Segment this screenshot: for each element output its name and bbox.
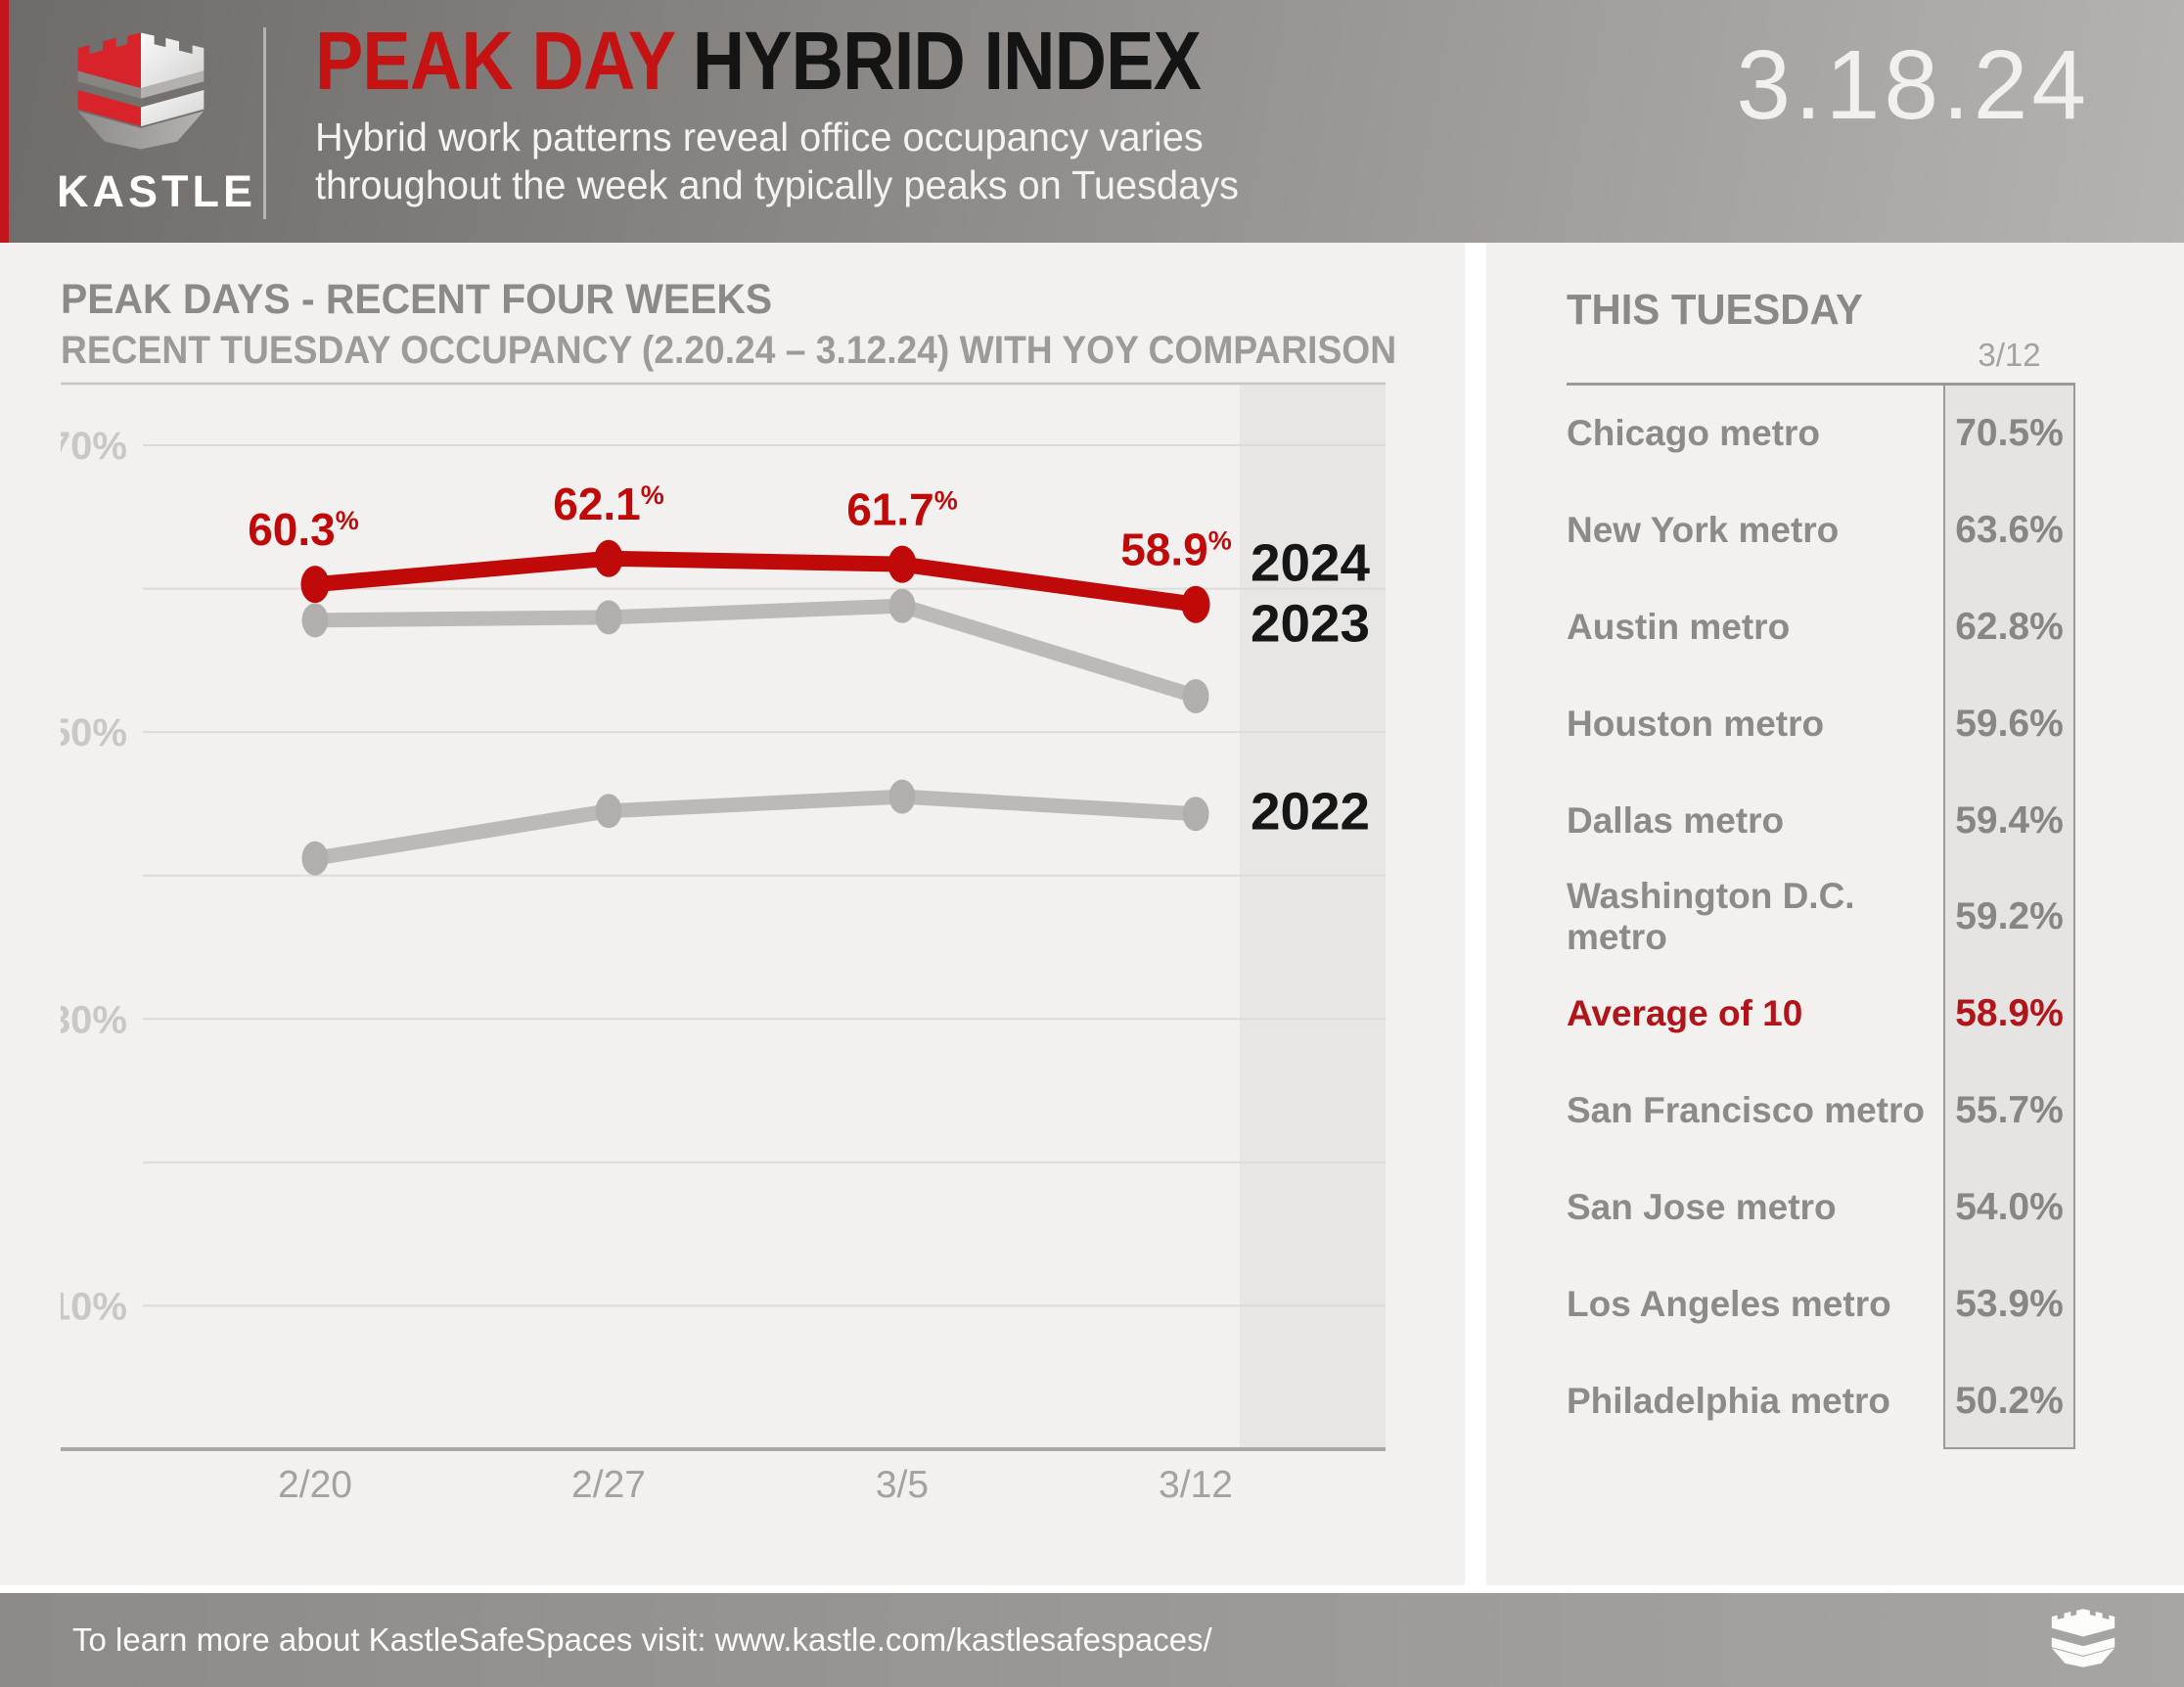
metro-label: New York metro (1567, 510, 1840, 551)
metro-value: 63.6% (1955, 509, 2064, 552)
metro-label: San Jose metro (1567, 1186, 1837, 1227)
metro-label: Austin metro (1567, 607, 1791, 648)
content-area: PEAK DAYS - RECENT FOUR WEEKS RECENT TUE… (0, 243, 2184, 1585)
table-row: Los Angeles metro 53.9% (1567, 1255, 2075, 1352)
table-row: San Jose metro 54.0% (1567, 1160, 2075, 1256)
metro-value: 53.9% (1955, 1282, 2064, 1325)
metro-value: 55.7% (1955, 1089, 2064, 1132)
svg-text:58.9%: 58.9% (1120, 524, 1232, 575)
header-red-edge (0, 0, 9, 243)
metro-value: 58.9% (1955, 992, 2064, 1035)
value-column-background (1943, 386, 2075, 1449)
metro-label: Philadelphia metro (1567, 1380, 1891, 1421)
table-row: Houston metro 59.6% (1567, 675, 2075, 772)
chart-subtitle: RECENT TUESDAY OCCUPANCY (2.20.24 – 3.12… (61, 329, 1397, 372)
metro-label: Houston metro (1567, 703, 1825, 744)
svg-text:30%: 30% (61, 998, 127, 1041)
kastle-logo: KASTLE (57, 18, 256, 233)
metro-value: 50.2% (1955, 1379, 2064, 1422)
metro-table: Chicago metro 70.5% New York metro 63.6% Aus… (1567, 383, 2075, 1449)
svg-text:3/5: 3/5 (876, 1464, 929, 1506)
metro-label: Washington D.C. metro (1567, 876, 1855, 958)
svg-text:2/27: 2/27 (571, 1464, 646, 1506)
page-title: PEAK DAY HYBRID INDEX (315, 15, 1202, 107)
chart-title: PEAK DAYS - RECENT FOUR WEEKS (61, 276, 773, 323)
svg-text:62.1%: 62.1% (553, 479, 664, 529)
page-title-red: PEAK DAY (315, 15, 676, 107)
svg-text:50%: 50% (61, 711, 127, 754)
footer-link[interactable]: To learn more about KastleSafeSpaces vis… (72, 1621, 1212, 1658)
metro-table-body: Chicago metro 70.5% New York metro 63.6% Aus… (1567, 386, 2075, 1449)
table-row: Washington D.C. metro 59.2% (1567, 869, 2075, 966)
header-divider (263, 27, 266, 219)
svg-text:2022: 2022 (1251, 782, 1370, 841)
brand-name: KASTLE (57, 166, 256, 216)
metro-label: Dallas metro (1567, 799, 1785, 841)
metro-value: 54.0% (1955, 1185, 2064, 1228)
svg-text:3/12: 3/12 (1159, 1464, 1233, 1506)
page-title-black: HYBRID INDEX (692, 15, 1202, 107)
footer: To learn more about KastleSafeSpaces vis… (0, 1593, 2184, 1687)
table-title: THIS TUESDAY (1567, 286, 1863, 334)
table-row: New York metro 63.6% (1567, 482, 2075, 579)
svg-text:2024: 2024 (1251, 534, 1370, 593)
metro-label: Average of 10 (1567, 993, 1803, 1034)
svg-text:60.3%: 60.3% (248, 504, 359, 555)
title-block: PEAK DAY HYBRID INDEX Hybrid work pattern… (315, 16, 1321, 209)
page-subtitle: Hybrid work patterns reveal office occup… (315, 114, 1292, 209)
table-column-header: 3/12 (1978, 337, 2041, 373)
page-subtitle-line2: throughout the week and typically peaks … (315, 162, 1240, 207)
panel-gutter (1465, 243, 1486, 1585)
metro-value: 59.6% (1955, 702, 2064, 745)
svg-text:70%: 70% (61, 425, 127, 468)
table-row: Average of 10 58.9% (1567, 966, 2075, 1063)
table-row: Philadelphia metro 50.2% (1567, 1352, 2075, 1449)
metro-label: Chicago metro (1567, 413, 1821, 454)
table-row: Dallas metro 59.4% (1567, 772, 2075, 869)
metro-value: 59.2% (1955, 895, 2064, 938)
header: KASTLE PEAK DAY HYBRID INDEX Hybrid work … (0, 0, 2184, 243)
castle-logo-icon (77, 32, 205, 150)
table-row: San Francisco metro 55.7% (1567, 1063, 2075, 1160)
report-date: 3.18.24 (1736, 30, 2090, 140)
metro-value: 70.5% (1955, 412, 2064, 455)
metro-value: 59.4% (1955, 798, 2064, 842)
svg-text:2023: 2023 (1251, 594, 1370, 653)
table-row: Austin metro 62.8% (1567, 579, 2075, 676)
svg-text:61.7%: 61.7% (846, 484, 958, 535)
occupancy-chart: 70% 50% 30% 10% 2/20 2/27 3/5 3/12 60.3% 62.1% 61.… (61, 382, 1386, 1506)
page-subtitle-line1: Hybrid work patterns reveal office occup… (315, 114, 1204, 160)
metro-value: 62.8% (1955, 606, 2064, 649)
table-row: Chicago metro 70.5% (1567, 386, 2075, 482)
metro-label: Los Angeles metro (1567, 1283, 1891, 1324)
svg-text:10%: 10% (61, 1285, 127, 1328)
metro-label: San Francisco metro (1567, 1090, 1926, 1131)
svg-text:2/20: 2/20 (278, 1464, 352, 1506)
castle-icon (2051, 1609, 2116, 1667)
